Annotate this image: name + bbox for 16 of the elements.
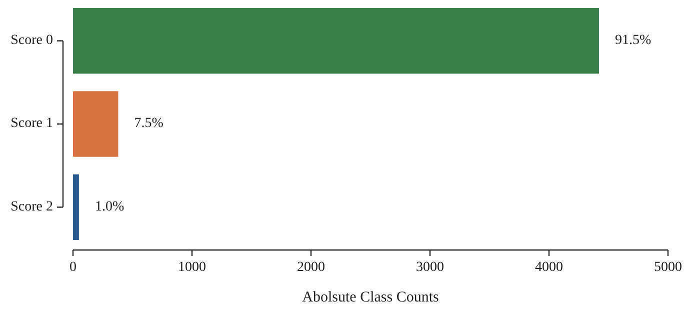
x-axis-title: Abolsute Class Counts xyxy=(302,289,439,306)
x-tick-label: 4000 xyxy=(535,260,563,276)
x-tick-label: 5000 xyxy=(654,260,682,276)
bar xyxy=(73,91,118,157)
bar xyxy=(73,174,79,240)
annotation: 1.0% xyxy=(94,199,124,214)
y-tick-label: Score 0 xyxy=(10,33,53,48)
x-tick-label: 1000 xyxy=(178,260,206,276)
x-tick-label: 0 xyxy=(70,260,76,276)
annotation: 91.5% xyxy=(614,33,652,48)
bar xyxy=(73,8,599,74)
x-tick-label: 3000 xyxy=(416,260,444,276)
y-tick-label: Score 2 xyxy=(10,199,53,214)
x-tick-label: 2000 xyxy=(297,260,325,276)
y-tick-label: Score 1 xyxy=(10,116,53,132)
annotation: 7.5% xyxy=(134,116,164,132)
